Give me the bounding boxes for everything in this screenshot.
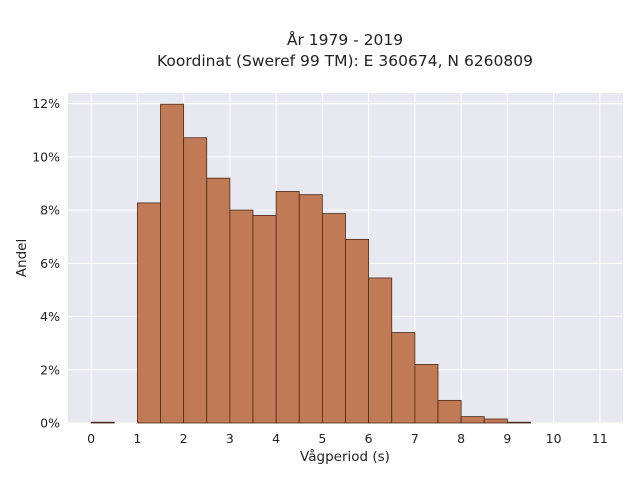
chart-title-line-1: År 1979 - 2019 [287,30,403,49]
histogram-bar [136,202,161,424]
y-tick-label: 2% [40,362,60,377]
histogram-bar [275,191,300,424]
y-tick-label: 12% [32,96,60,111]
histogram-bar [391,332,416,424]
y-tick-label: 0% [40,416,60,431]
x-tick-label: 6 [365,431,373,446]
histogram-bar [90,421,115,424]
histogram-bar [229,209,254,424]
y-tick-label: 8% [40,203,60,218]
histogram-bar [437,399,462,424]
x-tick-label: 3 [226,431,234,446]
y-axis-ticks: 0% 2% 4% 6% 8% 10% 12% [32,96,60,430]
histogram-bar [252,215,277,424]
x-tick-label: 0 [87,431,95,446]
histogram-bars [90,103,531,424]
histogram-bar [483,418,508,424]
x-tick-label: 7 [411,431,419,446]
x-tick-label: 5 [318,431,326,446]
y-tick-label: 10% [32,149,60,164]
y-axis-label: Andel [14,239,30,277]
histogram-bar [160,103,185,424]
x-tick-label: 9 [503,431,511,446]
x-axis-label: Vågperiod (s) [300,448,390,465]
y-tick-label: 4% [40,309,60,324]
histogram-bar [183,137,208,424]
x-tick-label: 8 [457,431,465,446]
x-tick-label: 11 [592,431,608,446]
histogram-bar [414,364,439,424]
histogram-bar [460,416,485,424]
y-tick-label: 6% [40,256,60,271]
histogram-bar [368,277,393,424]
x-tick-label: 2 [180,431,188,446]
chart-title-line-2: Koordinat (Sweref 99 TM): E 360674, N 62… [157,52,533,70]
histogram-bar [298,194,323,424]
x-tick-label: 10 [546,431,562,446]
histogram-bar [321,213,346,424]
x-axis-ticks: 0 1 2 3 4 5 6 7 8 9 10 11 [87,431,608,446]
x-tick-label: 4 [272,431,280,446]
histogram-bar [506,421,531,424]
histogram-bar [345,238,370,424]
x-tick-label: 1 [133,431,141,446]
histogram-bar [206,177,231,424]
